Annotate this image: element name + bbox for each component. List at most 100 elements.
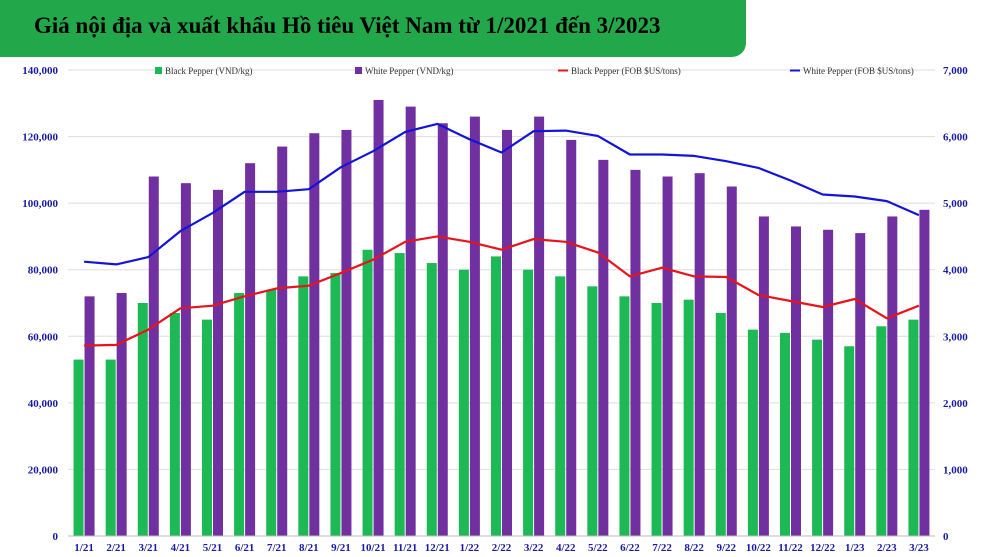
bar-black-pepper-vnd (169, 312, 180, 536)
bar-white-pepper-vnd (919, 209, 930, 537)
right-axis-tick-label: 7,000 (943, 65, 968, 77)
x-axis-tick-label: 8/22 (684, 542, 704, 554)
legend-swatch (155, 67, 162, 74)
right-axis-tick-label: 5,000 (943, 198, 968, 210)
left-axis-tick-label: 80,000 (28, 265, 59, 277)
bar-black-pepper-vnd (555, 276, 566, 536)
bar-white-pepper-vnd (148, 176, 159, 536)
x-axis-tick-label: 6/22 (620, 542, 640, 554)
line-white-pepper-fob (84, 122, 920, 266)
right-axis-tick-label: 3,000 (943, 331, 968, 343)
bar-black-pepper-vnd (844, 346, 855, 536)
bar-black-pepper-vnd (908, 319, 919, 536)
bar-black-pepper-vnd (523, 269, 534, 536)
bar-black-pepper-vnd (266, 289, 277, 536)
left-axis-tick-label: 140,000 (22, 65, 58, 77)
bar-white-pepper-vnd (630, 169, 641, 536)
left-axis-tick-label: 0 (53, 531, 59, 543)
x-axis-tick-label: 12/21 (425, 542, 450, 554)
x-axis-tick-label: 9/21 (331, 542, 351, 554)
x-axis-tick-label: 8/21 (299, 542, 319, 554)
bar-black-pepper-vnd (747, 329, 758, 536)
x-axis-tick-label: 9/22 (716, 542, 736, 554)
bar-black-pepper-vnd (362, 249, 373, 536)
right-axis-tick-label: 1,000 (943, 464, 968, 476)
line-black-pepper-fob (84, 235, 920, 347)
x-axis-tick-label: 3/21 (138, 542, 158, 554)
bar-white-pepper-vnd (887, 216, 898, 536)
bar-white-pepper-vnd (116, 293, 127, 536)
bar-white-pepper-vnd (213, 189, 223, 537)
bar-black-pepper-vnd (651, 303, 662, 536)
legend-label: Black Pepper (FOB $US/tons) (571, 66, 681, 76)
x-axis-tick-label: 1/23 (845, 542, 865, 554)
bar-black-pepper-vnd (715, 312, 726, 536)
bar-white-pepper-vnd (180, 183, 191, 536)
right-axis-tick-label: 2,000 (943, 398, 968, 410)
x-axis-tick-label: 2/22 (492, 542, 512, 554)
bar-black-pepper-vnd (330, 273, 341, 536)
chart-title: Giá nội địa và xuất khẩu Hồ tiêu Việt Na… (34, 13, 661, 38)
bar-black-pepper-vnd (683, 299, 694, 536)
right-axis-tick-label: 0 (943, 531, 949, 543)
bar-white-pepper-vnd (534, 116, 545, 536)
x-axis-tick-label: 2/23 (877, 542, 897, 554)
title-banner: Giá nội địa và xuất khẩu Hồ tiêu Việt Na… (0, 0, 746, 57)
left-axis-tick-label: 60,000 (28, 331, 59, 343)
bar-black-pepper-vnd (137, 303, 148, 536)
bar-black-pepper-vnd (619, 296, 630, 536)
bar-white-pepper-vnd (566, 139, 577, 536)
bar-white-pepper-vnd (726, 186, 737, 536)
bar-white-pepper-vnd (502, 129, 512, 536)
right-axis-tick-label: 4,000 (943, 265, 968, 277)
bar-black-pepper-vnd (587, 286, 598, 536)
left-axis-tick-label: 120,000 (22, 132, 58, 144)
bar-white-pepper-vnd (277, 146, 288, 537)
bar-white-pepper-vnd (84, 296, 95, 536)
legend-swatch (355, 67, 362, 74)
x-axis-tick-label: 12/22 (810, 542, 836, 554)
bar-black-pepper-vnd (876, 326, 887, 536)
bar-white-pepper-vnd (373, 99, 384, 536)
x-axis-tick-label: 5/21 (203, 542, 223, 554)
x-axis-tick-label: 11/21 (393, 542, 417, 554)
bar-black-pepper-vnd (298, 276, 309, 536)
bar-black-pepper-vnd (394, 253, 405, 537)
x-axis-tick-label: 1/21 (74, 542, 94, 554)
legend-label: White Pepper (FOB $US/tons) (803, 66, 914, 76)
bar-white-pepper-vnd (598, 159, 609, 536)
bar-white-pepper-vnd (791, 226, 801, 536)
legend-label: White Pepper (VND/kg) (365, 66, 453, 76)
right-axis-tick-label: 6,000 (943, 132, 968, 144)
x-axis-tick-label: 4/21 (171, 542, 191, 554)
left-axis-tick-label: 40,000 (28, 398, 59, 410)
bar-white-pepper-vnd (758, 216, 769, 536)
left-axis-tick-label: 100,000 (22, 198, 58, 210)
x-axis-tick-label: 7/22 (652, 542, 672, 554)
x-axis-tick-label: 5/22 (588, 542, 608, 554)
bar-white-pepper-vnd (341, 129, 352, 536)
x-axis-tick-label: 10/22 (746, 542, 772, 554)
bar-white-pepper-vnd (694, 173, 705, 536)
x-axis-tick-label: 1/22 (460, 542, 480, 554)
bar-white-pepper-vnd (823, 229, 834, 536)
bar-black-pepper-vnd (202, 319, 212, 536)
x-axis-tick-label: 3/22 (524, 542, 544, 554)
bar-white-pepper-vnd (437, 123, 448, 536)
bar-black-pepper-vnd (458, 269, 469, 536)
bar-white-pepper-vnd (309, 133, 320, 536)
bar-white-pepper-vnd (662, 176, 673, 536)
x-axis-tick-label: 10/21 (361, 542, 386, 554)
x-axis-tick-label: 7/21 (267, 542, 287, 554)
bar-white-pepper-vnd (855, 233, 866, 536)
bar-black-pepper-vnd (780, 332, 790, 536)
bar-black-pepper-vnd (812, 339, 823, 536)
bar-black-pepper-vnd (73, 359, 84, 536)
bar-black-pepper-vnd (491, 256, 501, 536)
bar-white-pepper-vnd (469, 116, 480, 536)
x-axis-tick-label: 2/21 (106, 542, 126, 554)
bar-white-pepper-vnd (405, 106, 416, 536)
x-axis-tick-label: 3/23 (909, 542, 929, 554)
x-axis-tick-label: 6/21 (235, 542, 255, 554)
